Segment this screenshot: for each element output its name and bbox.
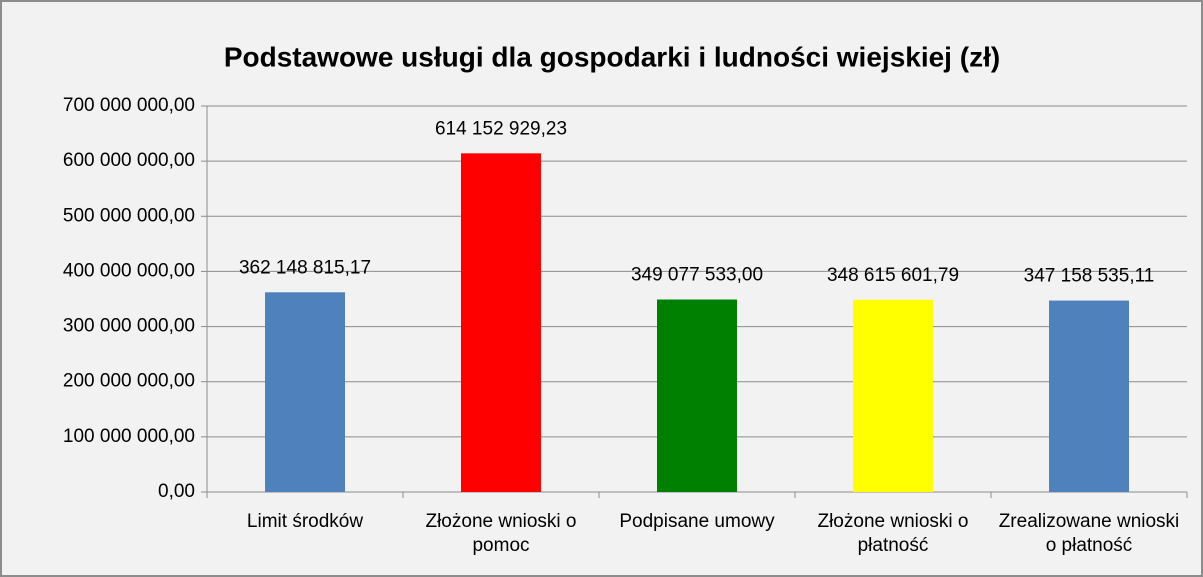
x-tick-label: Limit środków [246, 511, 364, 532]
y-tick-label: 600 000 000,00 [63, 150, 195, 171]
y-tick-label: 500 000 000,00 [63, 205, 195, 226]
data-label: 349 077 533,00 [631, 265, 763, 286]
y-tick-label: 100 000 000,00 [63, 426, 195, 447]
data-label: 362 148 815,17 [239, 257, 371, 278]
y-tick-label: 400 000 000,00 [63, 260, 195, 281]
x-tick-label: Złożone wnioski o płatność [817, 511, 969, 556]
y-tick-label: 0,00 [158, 481, 195, 502]
y-tick-label: 200 000 000,00 [63, 371, 195, 392]
data-label: 614 152 929,23 [435, 118, 567, 139]
x-tick-label: Podpisane umowy [619, 511, 775, 532]
x-tick-label: Złożone wnioski o pomoc [425, 511, 577, 556]
y-tick-label: 700 000 000,00 [63, 95, 195, 116]
chart-title: Podstawowe usługi dla gospodarki i ludno… [224, 41, 1000, 72]
bar [461, 153, 541, 492]
bar [657, 299, 737, 492]
bar [853, 299, 933, 492]
bar [265, 292, 345, 492]
data-label: 347 158 535,11 [1024, 266, 1155, 287]
bar [1049, 300, 1129, 492]
data-label: 348 615 601,79 [827, 265, 959, 286]
x-tick-label: Zrealizowane wnioski o płatność [998, 511, 1180, 556]
y-tick-label: 300 000 000,00 [63, 316, 195, 337]
